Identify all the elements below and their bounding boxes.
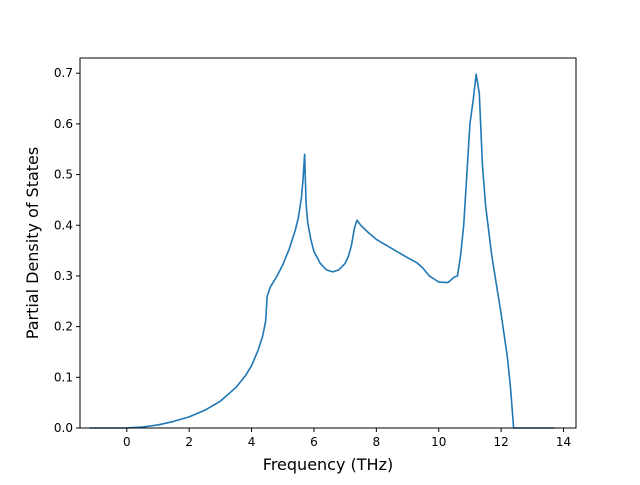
plot-frame — [79, 57, 577, 429]
y-tick-label: 0.3 — [54, 269, 73, 283]
x-ticks: 0 2 4 6 8 10 12 14 — [123, 428, 571, 449]
y-tick-label: 0.2 — [54, 320, 73, 334]
y-tick-label: 0.4 — [54, 218, 73, 232]
x-tick-label: 12 — [493, 435, 508, 449]
x-tick-label: 10 — [431, 435, 446, 449]
x-tick-label: 6 — [310, 435, 318, 449]
y-tick-label: 0.5 — [54, 168, 73, 182]
y-tick-label: 0.0 — [54, 421, 73, 435]
y-tick-label: 0.6 — [54, 117, 73, 131]
y-axis-label: Partial Density of States — [23, 147, 42, 339]
x-tick-label: 8 — [373, 435, 381, 449]
y-tick-label: 0.7 — [54, 66, 73, 80]
x-axis-label: Frequency (THz) — [263, 455, 393, 474]
x-tick-label: 4 — [248, 435, 256, 449]
plot-area — [80, 58, 576, 428]
y-tick-label: 0.1 — [54, 370, 73, 384]
x-tick-label: 0 — [123, 435, 131, 449]
x-tick-label: 2 — [185, 435, 193, 449]
x-tick-label: 14 — [556, 435, 571, 449]
y-ticks: 0.0 0.1 0.2 0.3 0.4 0.5 0.6 0.7 — [54, 66, 80, 435]
series-line — [89, 73, 555, 429]
